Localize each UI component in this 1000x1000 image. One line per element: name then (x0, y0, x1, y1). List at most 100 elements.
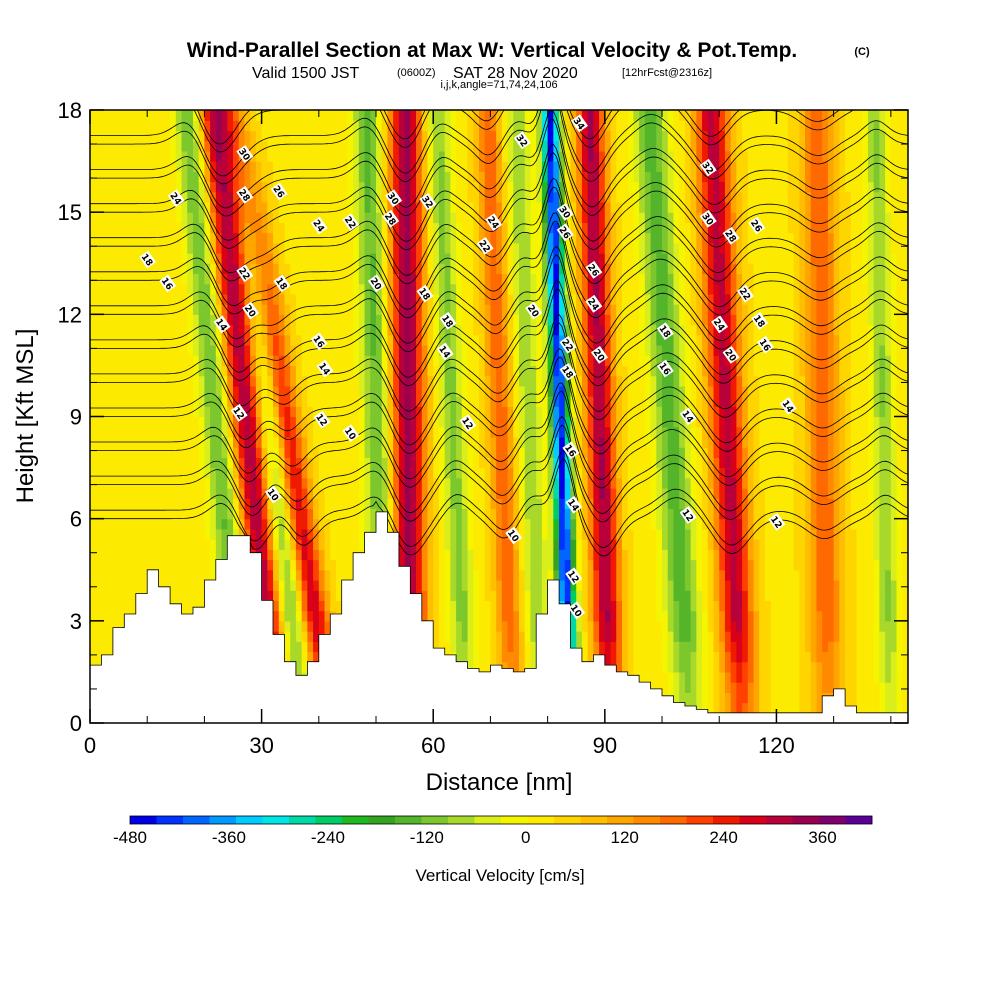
velocity-cell (490, 559, 497, 571)
velocity-cell (175, 273, 183, 285)
velocity-cell (433, 232, 440, 244)
velocity-cell (141, 171, 148, 183)
velocity-cell (410, 579, 417, 591)
velocity-cell (90, 539, 97, 550)
velocity-cell (524, 436, 532, 448)
velocity-cell (290, 528, 297, 540)
velocity-cell (341, 150, 349, 162)
velocity-cell (290, 140, 297, 152)
velocity-cell (324, 539, 331, 550)
velocity-cell (233, 355, 240, 367)
velocity-cell (490, 416, 497, 428)
velocity-cell (255, 447, 263, 458)
velocity-cell (524, 416, 532, 428)
velocity-cell (456, 355, 463, 367)
velocity-cell (278, 488, 286, 499)
velocity-cell (478, 324, 486, 336)
velocity-cell (478, 375, 486, 387)
velocity-cell (141, 324, 148, 336)
velocity-cell (192, 559, 200, 571)
velocity-cell (404, 549, 411, 561)
velocity-cell (427, 396, 434, 407)
velocity-cell (467, 150, 474, 162)
velocity-cell (95, 590, 103, 601)
velocity-cell (233, 467, 240, 479)
velocity-cell (141, 528, 148, 540)
velocity-cell (496, 477, 503, 489)
velocity-cell (393, 488, 400, 499)
velocity-cell (192, 120, 200, 132)
velocity-cell (278, 161, 286, 172)
velocity-cell (461, 385, 469, 397)
velocity-cell (507, 212, 514, 223)
velocity-cell (175, 385, 183, 397)
velocity-cell (438, 518, 446, 530)
velocity-cell (541, 293, 549, 305)
velocity-cell (261, 212, 268, 223)
velocity-cell (364, 273, 371, 285)
velocity-cell (147, 355, 154, 367)
velocity-cell (147, 508, 154, 520)
velocity-cell (410, 426, 417, 438)
velocity-cell (135, 406, 143, 418)
velocity-cell (170, 171, 177, 183)
velocity-cell (490, 436, 497, 448)
velocity-cell (152, 181, 160, 193)
velocity-cell (95, 344, 103, 356)
velocity-cell (358, 273, 366, 285)
velocity-cell (324, 498, 331, 510)
velocity-cell (250, 334, 257, 346)
velocity-cell (461, 498, 469, 510)
velocity-cell (553, 569, 560, 581)
velocity-cell (358, 222, 366, 234)
velocity-cell (273, 498, 280, 510)
velocity-cell (427, 253, 434, 264)
velocity-cell (496, 293, 503, 305)
velocity-cell (307, 631, 314, 642)
velocity-cell (273, 334, 280, 346)
velocity-cell (438, 620, 446, 632)
velocity-cell (456, 212, 463, 223)
velocity-cell (341, 457, 349, 469)
velocity-cell (559, 355, 566, 367)
velocity-cell (175, 304, 183, 315)
velocity-cell (324, 150, 331, 162)
velocity-cell (341, 191, 349, 203)
velocity-cell (364, 314, 371, 326)
velocity-cell (530, 130, 537, 142)
velocity-cell (261, 488, 268, 499)
velocity-cell (215, 406, 223, 418)
velocity-cell (90, 641, 97, 653)
velocity-cell (541, 467, 549, 479)
velocity-cell (416, 191, 423, 203)
velocity-cell (416, 416, 423, 428)
velocity-cell (95, 283, 103, 295)
velocity-cell (101, 120, 108, 132)
velocity-cell (478, 539, 486, 550)
velocity-cell (524, 140, 532, 152)
velocity-cell (164, 447, 171, 458)
velocity-cell (496, 579, 503, 591)
velocity-cell (313, 416, 320, 428)
velocity-cell (324, 283, 331, 295)
velocity-cell (273, 324, 280, 336)
velocity-cell (547, 436, 554, 448)
velocity-cell (141, 385, 148, 397)
velocity-cell (330, 600, 337, 612)
velocity-cell (324, 201, 331, 213)
velocity-cell (364, 416, 371, 428)
velocity-cell (290, 641, 297, 653)
velocity-cell (147, 559, 154, 571)
velocity-cell (187, 314, 194, 326)
velocity-cell (250, 293, 257, 305)
velocity-cell (353, 120, 360, 132)
velocity-cell (135, 447, 143, 458)
velocity-cell (318, 396, 326, 407)
velocity-cell (324, 610, 331, 622)
velocity-cell (90, 161, 97, 172)
velocity-cell (324, 212, 331, 223)
velocity-cell (559, 569, 566, 581)
velocity-cell (553, 293, 560, 305)
velocity-cell (461, 457, 469, 469)
velocity-cell (324, 110, 331, 121)
